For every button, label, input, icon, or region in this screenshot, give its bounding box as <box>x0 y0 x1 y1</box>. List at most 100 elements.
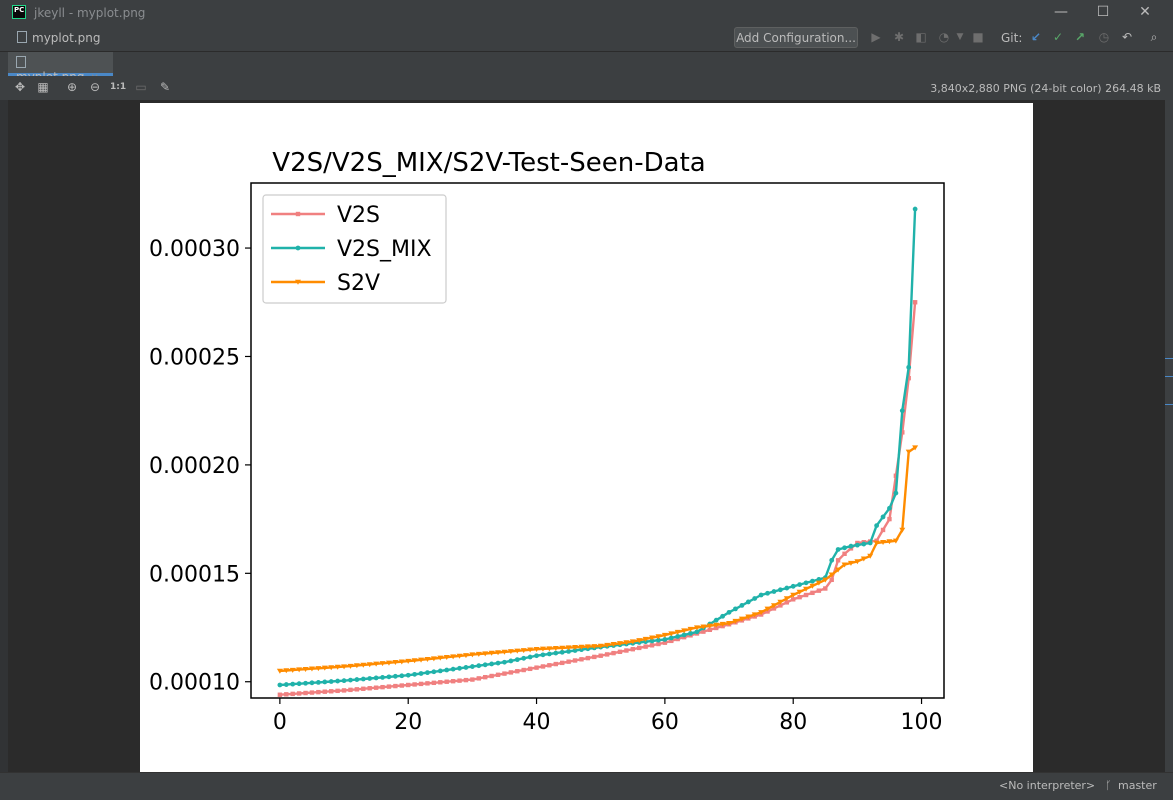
coverage-icon[interactable]: ◧ <box>915 30 927 44</box>
data-point <box>906 364 912 370</box>
data-point <box>341 664 348 670</box>
data-point <box>483 674 488 680</box>
grid-icon[interactable]: ▦ <box>37 80 49 94</box>
data-point <box>289 667 296 673</box>
data-point <box>379 661 386 667</box>
data-point <box>797 582 803 587</box>
history-icon[interactable]: ◷ <box>1098 30 1110 44</box>
data-point <box>810 590 815 596</box>
data-point <box>521 667 526 673</box>
data-point <box>578 644 585 650</box>
git-push-icon[interactable]: ↗ <box>1074 30 1086 44</box>
data-point <box>829 577 834 583</box>
stop-icon[interactable]: ■ <box>972 30 984 44</box>
data-point <box>604 652 610 657</box>
data-point <box>444 667 450 673</box>
data-point <box>309 690 315 695</box>
data-point <box>688 630 693 636</box>
interpreter-status[interactable]: <No interpreter> <box>999 779 1096 792</box>
data-point <box>656 637 661 643</box>
data-point <box>835 558 841 563</box>
data-point <box>649 635 656 641</box>
git-branch[interactable]: master <box>1118 779 1157 792</box>
git-commit-icon[interactable]: ✓ <box>1052 30 1064 44</box>
data-point <box>674 629 681 635</box>
series-s2v <box>276 445 919 674</box>
revert-icon[interactable]: ↶ <box>1121 30 1133 44</box>
data-point <box>296 691 302 696</box>
zoom-out-icon[interactable]: ⊖ <box>89 80 101 94</box>
data-point <box>803 592 809 598</box>
y-tick-label: 0.00015 <box>149 562 240 587</box>
data-point <box>469 652 476 658</box>
data-point <box>905 449 912 455</box>
data-point <box>547 663 552 668</box>
data-point <box>309 680 315 686</box>
x-tick-label: 0 <box>273 710 287 735</box>
y-tick-label: 0.00030 <box>149 237 240 262</box>
data-point <box>771 589 777 594</box>
data-point <box>290 681 296 687</box>
data-point <box>521 655 527 661</box>
data-point <box>539 646 546 652</box>
pycharm-logo: PC <box>12 5 26 19</box>
run-icon[interactable]: ▶ <box>871 30 881 44</box>
data-point <box>508 658 514 664</box>
status-bar: <No interpreter> ᚴ master <box>0 772 1173 800</box>
color-picker-icon[interactable]: ✎ <box>159 80 171 94</box>
close-icon[interactable]: ✕ <box>1139 4 1151 20</box>
data-point <box>887 505 892 511</box>
data-point <box>566 648 572 654</box>
profile-icon[interactable]: ◔ <box>938 30 950 44</box>
data-point <box>502 671 507 676</box>
minimize-icon[interactable]: — <box>1054 4 1068 20</box>
legend-label: V2S <box>337 203 380 228</box>
git-branch-icon: ᚴ <box>1105 779 1112 792</box>
breadcrumb[interactable]: myplot.png <box>17 31 100 45</box>
data-point <box>553 650 559 656</box>
data-point <box>315 679 321 685</box>
data-point <box>598 653 603 658</box>
data-point <box>489 661 495 667</box>
data-point <box>302 666 309 672</box>
data-point <box>822 577 829 583</box>
tick-layer: 0 20 40 60 80 100 0.00010 0.00015 0.00020 0.00025… <box>149 237 943 735</box>
data-point <box>385 660 392 666</box>
git-update-icon[interactable]: ↙ <box>1030 30 1042 44</box>
data-point <box>399 683 404 688</box>
background-icon[interactable]: ▭ <box>135 80 147 94</box>
gutter-marker <box>1165 404 1173 405</box>
data-point <box>347 663 354 669</box>
window-title: jkeyll - myplot.png <box>34 6 146 20</box>
data-point <box>694 629 700 635</box>
data-point <box>386 684 392 689</box>
data-point <box>405 672 411 678</box>
debug-icon[interactable]: ✱ <box>893 30 905 44</box>
data-point <box>546 646 553 652</box>
add-configuration-button[interactable]: Add Configuration... <box>734 27 858 48</box>
data-point <box>880 514 886 520</box>
data-point <box>706 623 713 629</box>
chevron-down-icon[interactable]: ▼ <box>956 32 964 42</box>
tab-myplot[interactable]: myplot.png✕ <box>8 52 113 84</box>
data-point <box>392 660 399 666</box>
data-point <box>488 650 495 656</box>
data-point <box>393 683 398 689</box>
fit-window-icon[interactable]: ✥ <box>14 80 26 94</box>
zoom-in-icon[interactable]: ⊕ <box>66 80 78 94</box>
data-point <box>707 627 712 633</box>
legend-label: V2S_MIX <box>337 237 432 262</box>
search-icon[interactable]: ⌕ <box>1150 30 1158 44</box>
data-point <box>457 678 462 683</box>
data-point <box>629 639 636 645</box>
data-point <box>739 603 745 608</box>
data-point <box>745 599 751 605</box>
data-point <box>501 649 508 655</box>
data-point <box>662 637 668 642</box>
maximize-icon[interactable]: ☐ <box>1096 4 1110 20</box>
plot-frame <box>250 182 945 699</box>
data-point <box>623 640 630 646</box>
data-point <box>764 606 771 612</box>
actual-size-button[interactable]: 1:1 <box>110 82 127 92</box>
data-point <box>886 539 893 545</box>
